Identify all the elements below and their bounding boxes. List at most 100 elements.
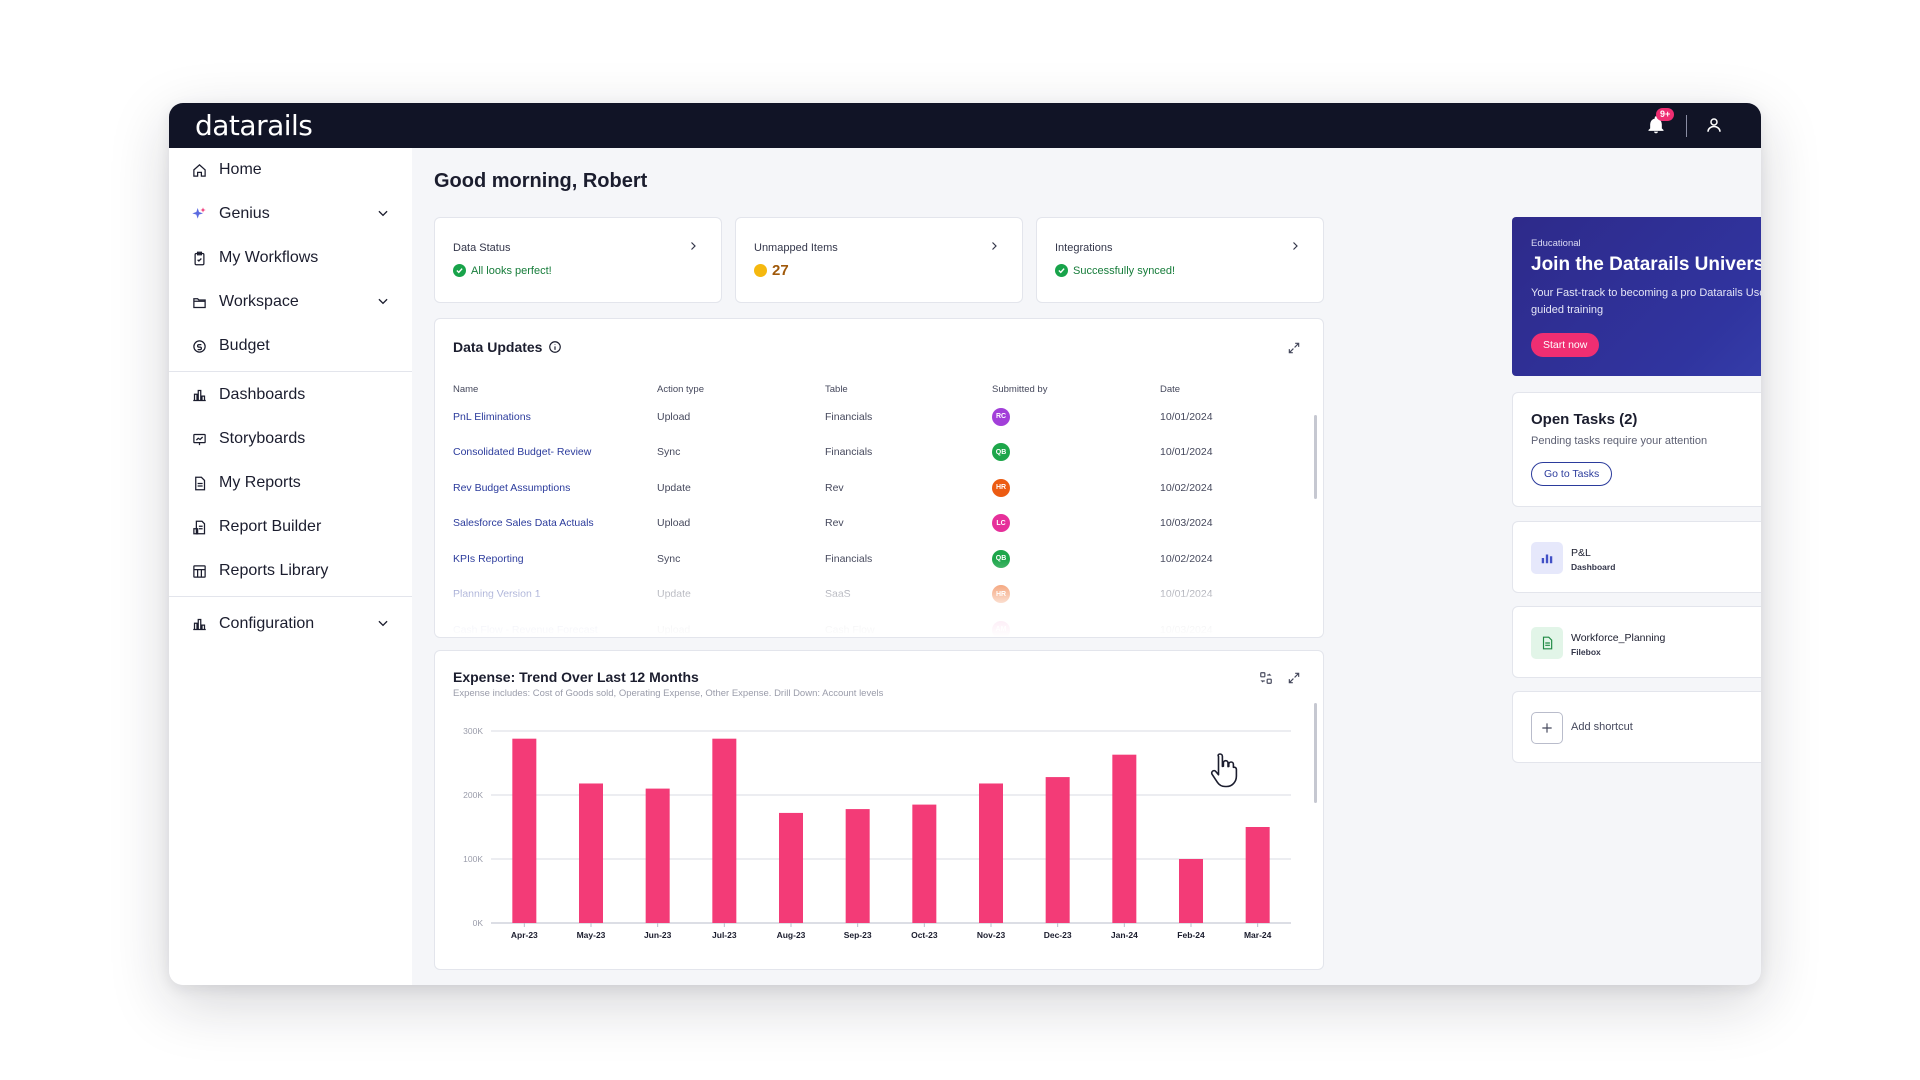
sidebar-item-label: Reports Library xyxy=(219,562,329,579)
report-builder-icon xyxy=(191,519,207,535)
sidebar-item-report-builder[interactable]: Report Builder xyxy=(169,507,412,547)
chevron-down-icon xyxy=(378,210,388,217)
app-logo[interactable]: datarails xyxy=(195,109,313,142)
sidebar-item-reports-library[interactable]: Reports Library xyxy=(169,551,412,591)
sidebar-item-workspace[interactable]: Workspace xyxy=(169,282,412,322)
row-table: Rev xyxy=(825,517,844,530)
table-row[interactable]: PnL Eliminations Upload Financials RC 10/01/… xyxy=(453,399,1293,435)
y-tick-label: 0K xyxy=(473,918,484,928)
sidebar-item-label: Dashboards xyxy=(219,386,306,403)
card-title: Unmapped Items xyxy=(754,242,838,254)
row-submitted-by: HR xyxy=(992,470,1160,506)
shortcut-type: Filebox xyxy=(1571,647,1601,657)
row-action-type: Upload xyxy=(657,410,691,423)
shortcut-pl-dashboard[interactable]: P&L Dashboard xyxy=(1512,521,1761,593)
bar-nov-23 xyxy=(979,783,1003,923)
row-date: 10/02/2024 xyxy=(1160,481,1213,494)
integrations-card[interactable]: Integrations Successfully synced! xyxy=(1036,217,1324,303)
bar-oct-23 xyxy=(912,804,937,923)
shortcut-name: P&L xyxy=(1571,547,1591,559)
row-date: 10/01/2024 xyxy=(1160,410,1213,423)
unmapped-items-card[interactable]: Unmapped Items 27 xyxy=(735,217,1023,303)
column-header-name[interactable]: Name xyxy=(453,383,479,395)
tasks-subtitle: Pending tasks require your attention xyxy=(1531,435,1708,447)
sidebar-item-storyboards[interactable]: Storyboards xyxy=(169,419,412,459)
card-value-text: 27 xyxy=(772,262,789,279)
card-value: All looks perfect! xyxy=(453,264,552,277)
compare-icon[interactable] xyxy=(1259,671,1273,685)
card-value: 27 xyxy=(754,262,789,279)
library-icon xyxy=(191,563,207,579)
sidebar-item-configuration[interactable]: Configuration xyxy=(169,604,412,644)
x-tick-label: Apr-23 xyxy=(511,930,538,940)
table-row[interactable]: Rev Budget Assumptions Update Rev HR 10/02/2… xyxy=(453,470,1293,506)
table-scrollbar[interactable] xyxy=(1314,415,1317,499)
row-name-link[interactable]: PnL Eliminations xyxy=(453,410,531,423)
config-chart-icon xyxy=(191,616,207,632)
university-promo-banner[interactable]: Educational Join the Datarails Universit… xyxy=(1512,217,1761,376)
promo-description: Your Fast-track to becoming a pro Datara… xyxy=(1531,287,1761,316)
sidebar-item-genius[interactable]: Genius xyxy=(169,194,412,234)
info-icon[interactable] xyxy=(548,340,562,354)
sidebar: Home Genius My Workflows Workspace Budge… xyxy=(169,148,412,985)
row-name-link[interactable]: Rev Budget Assumptions xyxy=(453,481,571,494)
sidebar-divider xyxy=(169,371,412,372)
document-icon xyxy=(191,475,207,491)
table-row[interactable]: Consolidated Budget- Review Sync Financial… xyxy=(453,435,1293,471)
sidebar-item-my-reports[interactable]: My Reports xyxy=(169,463,412,503)
x-tick-label: Nov-23 xyxy=(977,930,1006,940)
chart-scrollbar[interactable] xyxy=(1314,703,1317,803)
sidebar-item-label: Home xyxy=(219,161,262,178)
notifications-button[interactable]: 9+ xyxy=(1646,107,1675,137)
app-window: datarails 9+ Home Genius My Workflows xyxy=(169,103,1761,985)
expand-icon[interactable] xyxy=(1287,341,1301,355)
submitter-avatar[interactable]: QB xyxy=(992,443,1010,462)
sidebar-item-my-workflows[interactable]: My Workflows xyxy=(169,238,412,278)
tasks-title: Open Tasks (2) xyxy=(1531,411,1638,428)
sidebar-item-home[interactable]: Home xyxy=(169,150,412,190)
sidebar-item-label: Workspace xyxy=(219,293,299,310)
expand-icon[interactable] xyxy=(1287,671,1301,685)
submitter-avatar[interactable]: RC xyxy=(992,407,1010,426)
add-shortcut-card[interactable]: Add shortcut xyxy=(1512,691,1761,763)
user-menu-button[interactable] xyxy=(1705,116,1725,136)
card-title: Integrations xyxy=(1055,242,1113,254)
hand-cursor-icon xyxy=(1210,753,1238,788)
bar-aug-23 xyxy=(779,812,803,923)
main-content: Good morning, Robert Data Status All loo… xyxy=(412,148,1761,985)
promo-title: Join the Datarails University xyxy=(1531,254,1761,275)
card-value-text: Successfully synced! xyxy=(1073,264,1176,277)
presentation-icon xyxy=(191,431,207,447)
submitter-avatar[interactable]: LC xyxy=(992,514,1010,533)
x-tick-label: Sep-23 xyxy=(844,930,872,940)
file-icon xyxy=(1531,627,1563,659)
column-header-table[interactable]: Table xyxy=(825,383,848,395)
card-title: Data Status xyxy=(453,242,511,254)
column-header-date[interactable]: Date xyxy=(1160,383,1181,395)
column-header-action-type[interactable]: Action type xyxy=(657,383,704,395)
chevron-right-icon xyxy=(691,242,696,250)
sidebar-divider xyxy=(169,596,412,597)
sidebar-item-label: Configuration xyxy=(219,615,315,632)
row-name-link[interactable]: Consolidated Budget- Review xyxy=(453,446,592,459)
row-name-link[interactable]: Salesforce Sales Data Actuals xyxy=(453,517,594,530)
x-tick-label: Dec-23 xyxy=(1044,930,1072,940)
x-tick-label: Mar-24 xyxy=(1244,930,1272,940)
chevron-down-icon xyxy=(378,620,388,627)
sidebar-item-dashboards[interactable]: Dashboards xyxy=(169,375,412,415)
row-action-type: Sync xyxy=(657,446,681,459)
sidebar-item-budget[interactable]: Budget xyxy=(169,326,412,366)
column-header-submitted-by[interactable]: Submitted by xyxy=(992,383,1048,395)
expense-chart-panel: Expense: Trend Over Last 12 Months Expen… xyxy=(434,650,1324,970)
add-shortcut-label: Add shortcut xyxy=(1571,721,1633,733)
table-row[interactable]: Salesforce Sales Data Actuals Upload Rev LC… xyxy=(453,506,1293,542)
go-to-tasks-button[interactable]: Go to Tasks xyxy=(1531,462,1613,486)
bar-feb-24 xyxy=(1179,859,1203,923)
data-status-card[interactable]: Data Status All looks perfect! xyxy=(434,217,722,303)
card-value-text: All looks perfect! xyxy=(471,264,552,277)
user-icon xyxy=(1707,117,1721,132)
chevron-right-icon xyxy=(1293,242,1298,250)
shortcut-workforce-planning[interactable]: Workforce_Planning Filebox xyxy=(1512,606,1761,678)
submitter-avatar[interactable]: HR xyxy=(992,478,1010,497)
start-now-button[interactable]: Start now xyxy=(1531,333,1600,357)
